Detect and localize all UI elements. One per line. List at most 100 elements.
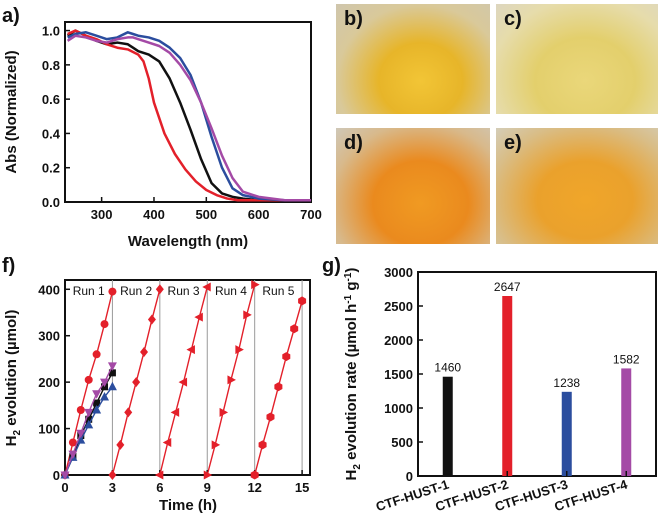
chart-f-point <box>92 405 102 414</box>
chart-f-point <box>243 310 252 320</box>
chart-f-point <box>140 346 149 357</box>
chart-a-ytick-label: 0.0 <box>42 195 60 210</box>
chart-f-point <box>124 407 133 418</box>
chart-a-series-line-red <box>67 29 311 202</box>
chart-f-ylabel-text: H2 evolution (µmol) <box>3 310 23 447</box>
chart-f-point <box>116 439 125 450</box>
chart-a-lines <box>66 29 311 202</box>
chart-f-point <box>107 381 117 391</box>
chart-g-value-label: 1460 <box>434 361 461 375</box>
chart-f-point <box>266 412 275 422</box>
chart-f-point <box>178 377 188 387</box>
chart-f-ylabel: H2 evolution (µmol) <box>3 310 23 447</box>
chart-f-point <box>186 345 195 355</box>
chart-f-run-label: Run 2 <box>120 284 152 298</box>
chart-f-xtick-label: 3 <box>109 480 116 495</box>
chart-f-point <box>100 378 110 388</box>
chart-f-point <box>76 406 85 414</box>
chart-a-frame <box>64 21 312 203</box>
chart-f-point <box>84 419 94 429</box>
chart-g-h2-rate: 0 500 1000 1500 2000 2500 3000 1460CTF-HUST-12… <box>343 265 657 514</box>
chart-f-point <box>250 470 259 480</box>
chart-f-point <box>68 450 78 460</box>
panel-label-g: g) <box>322 255 341 277</box>
chart-g-ytick-label: 3000 <box>384 265 413 280</box>
chart-g-bar <box>442 376 453 476</box>
chart-f-run-label: Run 3 <box>168 284 200 298</box>
chart-f-point <box>100 320 109 329</box>
chart-f-point <box>202 282 211 292</box>
chart-a-xtick-label: 400 <box>143 207 165 222</box>
chart-f-point <box>170 407 180 417</box>
chart-a-ticks: 300 400 500 600 700 0.0 0.2 0.4 0.6 0.8 1.0 <box>42 24 322 222</box>
chart-f-point <box>251 280 260 290</box>
chart-f-point <box>258 440 267 450</box>
chart-f-point <box>132 377 141 388</box>
chart-f-run-label: Run 4 <box>215 284 247 298</box>
chart-f-point <box>93 399 101 407</box>
chart-f-point <box>282 352 291 362</box>
chart-f-xtick-label: 9 <box>204 480 211 495</box>
chart-f-ytick-label: 200 <box>38 375 60 390</box>
chart-f-ytick-label: 300 <box>38 329 60 344</box>
chart-g-bar <box>502 296 513 476</box>
chart-g-ytick-label: 2500 <box>384 299 413 314</box>
chart-g-ticks: 0 500 1000 1500 2000 2500 3000 <box>384 265 423 484</box>
chart-g-value-label: 2647 <box>494 280 521 294</box>
chart-f-point <box>235 345 244 355</box>
chart-f-ticks: 0 3 6 9 12 15 0 100 200 300 400 <box>38 282 309 495</box>
chart-a-ytick-label: 1.0 <box>42 24 60 39</box>
chart-f-run-lines: Run 1 Run 2 Run 3 Run 4 Run 5 <box>73 280 303 475</box>
chart-f-point <box>154 470 164 480</box>
chart-f-run-label: Run 5 <box>262 284 294 298</box>
chart-a-xtick-label: 600 <box>248 207 270 222</box>
chart-a-xlabel: Wavelength (nm) <box>128 233 248 250</box>
photo-b-label: b) <box>344 8 363 30</box>
chart-f-point <box>100 392 110 401</box>
chart-f-xtick-label: 12 <box>247 480 261 495</box>
chart-a-xtick-label: 700 <box>300 207 322 222</box>
chart-f-point <box>76 429 86 439</box>
chart-a-series-line-purple <box>66 34 311 202</box>
chart-f-point <box>92 390 102 399</box>
chart-f-point <box>219 407 229 417</box>
photo-e-label: e) <box>504 132 522 154</box>
chart-f-point <box>92 350 101 359</box>
photo-c: c) <box>496 4 658 114</box>
chart-a-series-line-blue <box>67 31 311 202</box>
chart-f-point <box>203 470 213 480</box>
chart-f-point <box>227 375 236 385</box>
chart-g-bars: 1460CTF-HUST-12647CTF-HUST-21238CTF-HUST… <box>374 280 640 514</box>
chart-f-point <box>108 287 117 296</box>
chart-g-bar <box>561 391 572 476</box>
photo-e: e) <box>496 128 658 244</box>
chart-g-ylabel-text: H2 evolution rate (µmol h-1 g-1) <box>343 268 363 481</box>
chart-a-ytick-label: 0.6 <box>42 92 60 107</box>
chart-a-xtick-label: 500 <box>195 207 217 222</box>
photo-d: d) <box>336 128 490 244</box>
chart-f-point <box>274 382 283 392</box>
chart-a-ytick-label: 0.4 <box>42 126 61 141</box>
chart-a-ylabel: Abs (Normalized) <box>3 50 20 173</box>
chart-a-xtick-label: 300 <box>91 207 113 222</box>
chart-g-value-label: 1582 <box>613 352 640 366</box>
chart-f-point <box>68 438 77 447</box>
chart-g-ytick-label: 1500 <box>384 367 413 382</box>
chart-f-frame <box>64 279 311 476</box>
panel-label-a: a) <box>2 5 20 27</box>
photo-d-label: d) <box>344 132 363 154</box>
chart-f-xlabel: Time (h) <box>159 497 217 514</box>
chart-f-xtick-label: 0 <box>61 480 68 495</box>
photo-c-label: c) <box>504 8 522 30</box>
chart-f-point <box>298 296 307 306</box>
panel-label-f: f) <box>2 255 15 277</box>
chart-f-point <box>84 375 93 384</box>
chart-f-ytick-label: 100 <box>38 422 60 437</box>
photo-b: b) <box>336 4 490 114</box>
chart-f-point <box>85 415 93 423</box>
chart-f-xtick-label: 6 <box>156 480 163 495</box>
chart-f-series <box>60 280 307 480</box>
chart-f-point <box>155 284 164 295</box>
chart-g-bar <box>621 368 632 476</box>
